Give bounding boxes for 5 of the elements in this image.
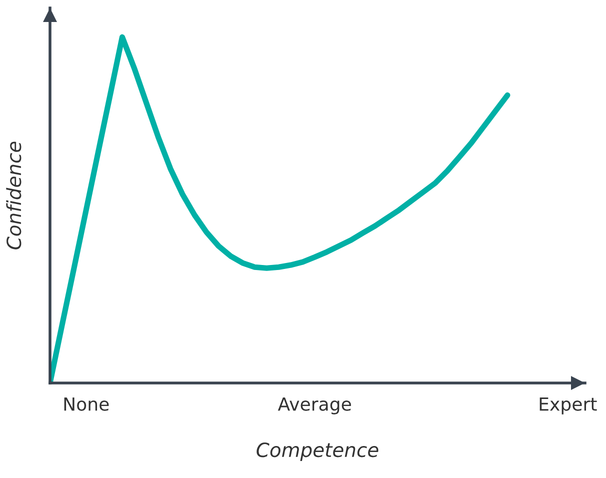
x-tick-label: None: [64, 397, 109, 411]
x-axis-title: Competence: [256, 442, 378, 461]
x-tick-label: Average: [278, 397, 351, 414]
x-tick-label: Expert: [540, 397, 597, 414]
y-axis-title: Confidence: [6, 142, 22, 250]
